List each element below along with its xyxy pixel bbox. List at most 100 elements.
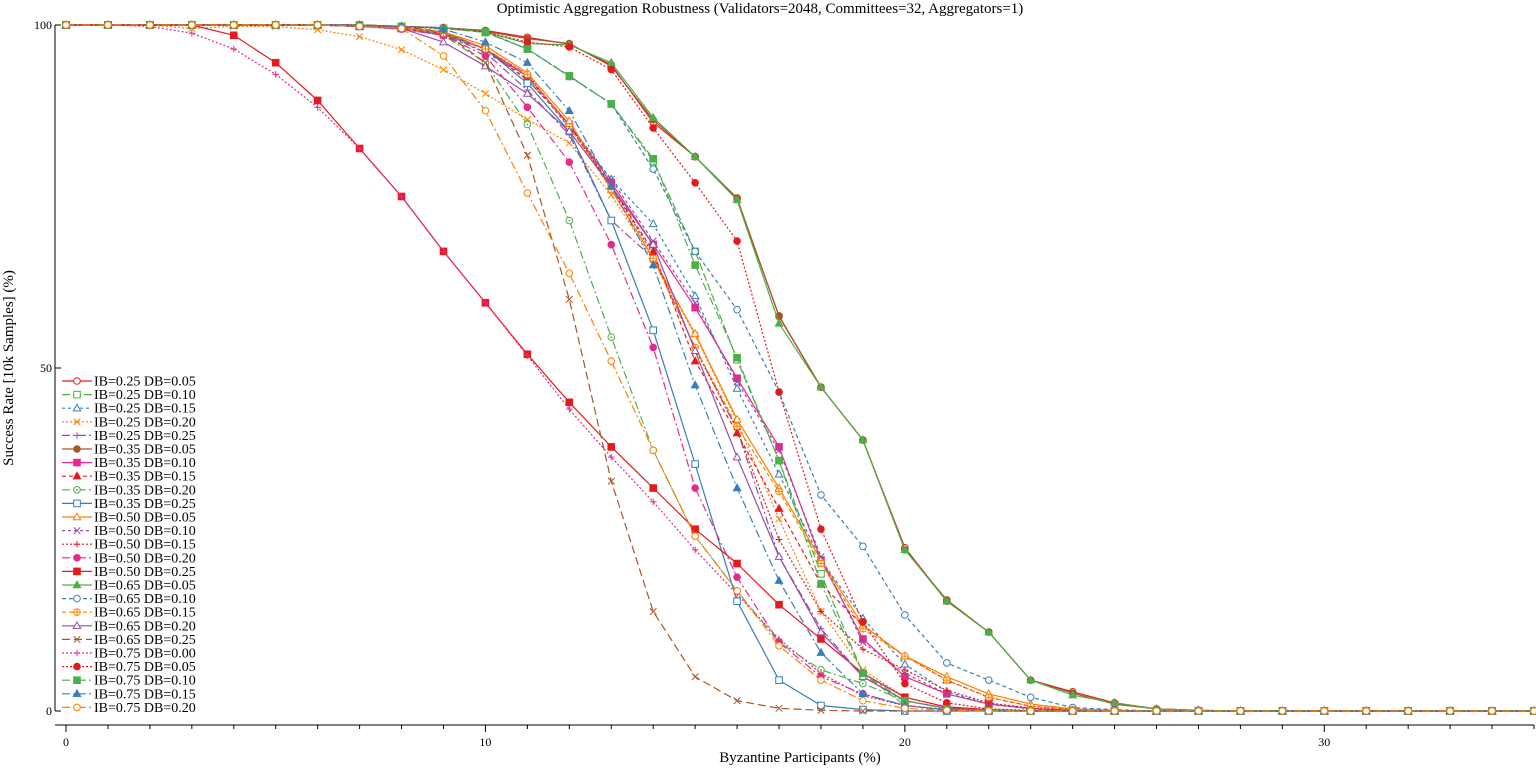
data-point — [691, 178, 699, 187]
data-point — [816, 382, 826, 391]
data-point — [691, 247, 699, 256]
legend-marker — [72, 403, 82, 412]
data-point — [775, 704, 783, 712]
legend-marker — [72, 512, 82, 521]
data-point — [438, 24, 449, 33]
data-point — [481, 89, 490, 98]
legend-label: IB=0.65 DB=0.05 — [94, 579, 196, 594]
data-point — [775, 642, 783, 650]
x-tick-label: 10 — [479, 735, 491, 749]
data-point — [901, 611, 909, 619]
legend-label: IB=0.35 DB=0.10 — [94, 456, 196, 471]
legend-label: IB=0.50 DB=0.05 — [94, 511, 196, 526]
data-point — [439, 52, 448, 60]
data-point — [733, 305, 741, 314]
legend-item: IB=0.25 DB=0.25 — [62, 429, 196, 444]
data-point — [523, 45, 532, 53]
legend-marker — [73, 649, 81, 657]
series-17 — [62, 21, 1536, 715]
data-point — [774, 551, 784, 560]
data-point — [313, 21, 322, 29]
data-point — [481, 52, 490, 60]
data-point — [817, 525, 825, 534]
data-point — [1026, 675, 1036, 684]
series-line — [66, 24, 1534, 712]
data-point — [690, 380, 700, 389]
data-point — [649, 326, 658, 335]
legend-item: IB=0.75 DB=0.15 — [62, 687, 196, 702]
data-point — [1446, 707, 1454, 715]
data-point — [1068, 690, 1078, 699]
series-3 — [61, 20, 1536, 715]
y-tick-label: 100 — [34, 18, 52, 32]
series-5 — [62, 21, 1536, 715]
data-point — [859, 618, 867, 626]
data-point — [1026, 707, 1035, 715]
data-point — [691, 299, 699, 307]
series-line — [66, 24, 1534, 712]
legend-marker — [73, 594, 81, 603]
data-point — [942, 596, 952, 605]
series-line — [66, 24, 1534, 712]
data-point — [62, 21, 70, 29]
legend-label: IB=0.75 DB=0.15 — [94, 687, 196, 702]
series-19 — [61, 20, 1536, 715]
series-line — [66, 24, 1534, 712]
data-point — [816, 647, 826, 656]
data-point — [1152, 707, 1161, 715]
series-2 — [62, 21, 1536, 715]
series-7 — [62, 21, 1536, 715]
legend-marker — [72, 620, 82, 629]
legend-label: IB=0.50 DB=0.25 — [94, 565, 196, 580]
data-point — [775, 600, 783, 609]
data-point — [733, 587, 741, 595]
legend-label: IB=0.50 DB=0.15 — [94, 538, 196, 553]
data-point — [648, 219, 658, 228]
data-point — [943, 706, 951, 715]
data-point — [649, 343, 658, 352]
y-axis-ticks: 0 50 100 — [34, 18, 61, 718]
series-line — [66, 24, 1534, 712]
y-tick-label: 50 — [40, 361, 52, 375]
data-point — [691, 532, 699, 540]
data-point — [649, 607, 657, 616]
data-point — [817, 580, 825, 588]
series-21 — [62, 21, 1536, 715]
legend-label: IB=0.35 DB=0.20 — [94, 483, 196, 498]
legend-marker — [73, 635, 81, 644]
series-25 — [62, 21, 1536, 715]
series-11 — [61, 20, 1536, 715]
series-line — [66, 24, 1534, 712]
legend-marker — [73, 499, 81, 508]
legend-item: IB=0.25 DB=0.20 — [62, 415, 196, 430]
data-point — [691, 261, 699, 269]
data-point — [859, 638, 867, 647]
data-point — [691, 303, 699, 312]
data-point — [355, 22, 364, 31]
data-point — [943, 687, 951, 694]
series-line — [66, 24, 1534, 712]
series-24 — [61, 20, 1536, 715]
legend-label: IB=0.65 DB=0.25 — [94, 633, 196, 648]
data-point — [859, 705, 867, 714]
data-point — [859, 707, 867, 715]
legend-marker — [73, 540, 81, 548]
data-point — [775, 388, 783, 396]
data-point — [858, 688, 868, 698]
data-point — [607, 65, 616, 74]
legend-item: IB=0.75 DB=0.05 — [62, 660, 196, 675]
data-point — [649, 498, 657, 506]
data-point — [859, 669, 867, 678]
legend-label: IB=0.35 DB=0.15 — [94, 470, 196, 485]
series-line — [66, 24, 1534, 712]
series-14 — [62, 21, 1536, 715]
series-line — [66, 24, 1534, 712]
legend-label: IB=0.75 DB=0.05 — [94, 660, 196, 675]
data-point — [522, 88, 532, 97]
data-point — [817, 635, 825, 643]
data-point — [566, 405, 573, 413]
series-8 — [61, 20, 1536, 715]
data-point — [104, 21, 112, 29]
data-point — [271, 58, 280, 67]
data-point — [565, 295, 573, 304]
